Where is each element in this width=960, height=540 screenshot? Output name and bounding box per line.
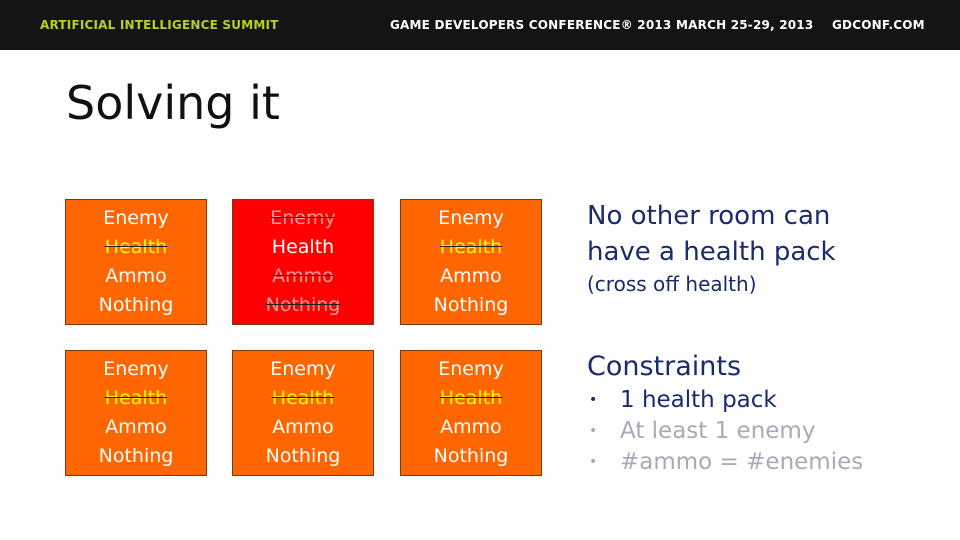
room-option-nothing: Nothing [265,294,341,316]
conference-website: GDCONF.COM [832,18,925,32]
constraints-list: Constraints • 1 health pack • At least 1… [587,349,863,478]
room-option-enemy: Enemy [103,207,169,229]
room-option-enemy: Enemy [103,358,169,380]
room-row2-col3: Enemy Health Ammo Nothing [400,350,542,476]
note-line-1: No other room can [587,201,831,231]
room-row1-col1: Enemy Health Ammo Nothing [65,199,207,325]
room-option-health: Health [271,236,335,258]
room-option-nothing: Nothing [265,445,341,467]
room-option-nothing: Nothing [433,294,509,316]
bullet-icon: • [589,423,598,439]
room-row1-col3: Enemy Health Ammo Nothing [400,199,542,325]
room-option-enemy: Enemy [438,207,504,229]
room-option-health: Health [271,387,335,409]
room-option-nothing: Nothing [98,294,174,316]
room-option-ammo: Ammo [440,265,502,287]
room-option-ammo: Ammo [440,416,502,438]
constraint-item: • At least 1 enemy [587,416,863,447]
room-option-health: Health [439,236,503,258]
conference-name: GAME DEVELOPERS CONFERENCE® 2013 [390,18,672,32]
room-row2-col1: Enemy Health Ammo Nothing [65,350,207,476]
constraints-heading: Constraints [587,351,742,382]
constraint-text: 1 health pack [620,387,777,413]
room-option-nothing: Nothing [433,445,509,467]
room-option-ammo: Ammo [105,416,167,438]
slide-title: Solving it [66,76,280,130]
room-option-ammo: Ammo [272,416,334,438]
explanation-note: No other room can have a health pack (cr… [587,198,836,298]
room-option-ammo: Ammo [272,265,334,287]
room-option-health: Health [104,236,168,258]
conference-dates: MARCH 25-29, 2013 [676,18,814,32]
constraint-item: • #ammo = #enemies [587,447,863,478]
summit-name: ARTIFICIAL INTELLIGENCE SUMMIT [40,18,279,32]
room-option-ammo: Ammo [105,265,167,287]
note-line-2: have a health pack [587,237,836,267]
constraint-text: At least 1 enemy [620,418,816,444]
room-option-enemy: Enemy [270,207,336,229]
constraint-text: #ammo = #enemies [620,449,864,475]
bullet-icon: • [589,392,598,408]
room-row2-col2: Enemy Health Ammo Nothing [232,350,374,476]
room-row1-col2: Enemy Health Ammo Nothing [232,199,374,325]
room-option-nothing: Nothing [98,445,174,467]
room-option-enemy: Enemy [438,358,504,380]
constraint-item: • 1 health pack [587,385,863,416]
room-option-health: Health [104,387,168,409]
bullet-icon: • [589,454,598,470]
room-option-enemy: Enemy [270,358,336,380]
room-option-health: Health [439,387,503,409]
conference-banner: ARTIFICIAL INTELLIGENCE SUMMIT GAME DEVE… [0,0,960,50]
note-subtext: (cross off health) [587,272,757,296]
